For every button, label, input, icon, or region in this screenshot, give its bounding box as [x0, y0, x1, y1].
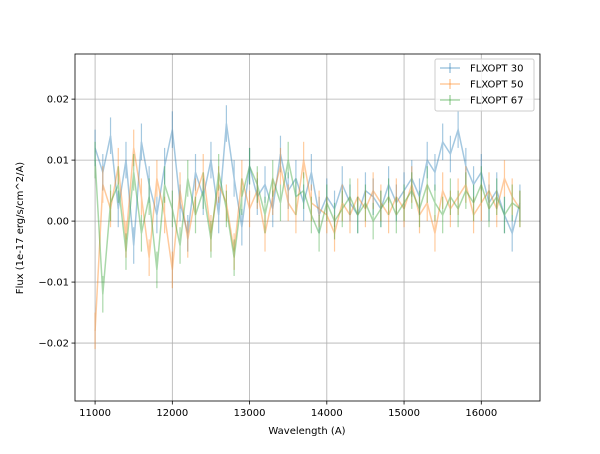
- series-line: [94, 123, 521, 246]
- series-flxopt-67: [94, 141, 521, 313]
- legend-entry: FLXOPT 50: [440, 79, 523, 91]
- legend-label: FLXOPT 67: [470, 96, 523, 107]
- series-line: [94, 147, 521, 331]
- y-tick-label: −0.01: [38, 278, 69, 289]
- series-flxopt-30: [94, 105, 521, 264]
- x-tick-label: 13000: [234, 408, 266, 419]
- legend-entry: FLXOPT 67: [440, 95, 523, 107]
- y-tick-label: 0.00: [47, 217, 69, 228]
- y-tick-label: −0.02: [38, 339, 69, 350]
- series-flxopt-50: [94, 129, 521, 350]
- legend-label: FLXOPT 50: [470, 80, 523, 91]
- x-tick-label: 12000: [156, 408, 188, 419]
- y-tick-label: 0.01: [47, 156, 69, 167]
- legend-entry: FLXOPT 30: [440, 63, 523, 75]
- y-tick-label: 0.02: [47, 95, 69, 106]
- series-line: [94, 159, 521, 295]
- grid: [75, 54, 540, 401]
- series-group: [94, 105, 521, 350]
- x-tick-label: 14000: [311, 408, 343, 419]
- ticks: 11000 12000 13000 14000 15000 16000 −0.02 −0.01…: [38, 95, 497, 419]
- legend: FLXOPT 30 FLXOPT 50 FLXOPT 67: [434, 58, 535, 112]
- axes-frame: [74, 53, 541, 402]
- y-axis-label: Flux (1e-17 erg/s/cm^2/A): [15, 162, 26, 294]
- legend-box: [434, 58, 535, 112]
- x-tick-label: 11000: [79, 408, 111, 419]
- legend-label: FLXOPT 30: [470, 64, 523, 75]
- x-tick-label: 15000: [388, 408, 420, 419]
- x-axis-label: Wavelength (A): [268, 426, 345, 437]
- x-tick-label: 16000: [465, 408, 497, 419]
